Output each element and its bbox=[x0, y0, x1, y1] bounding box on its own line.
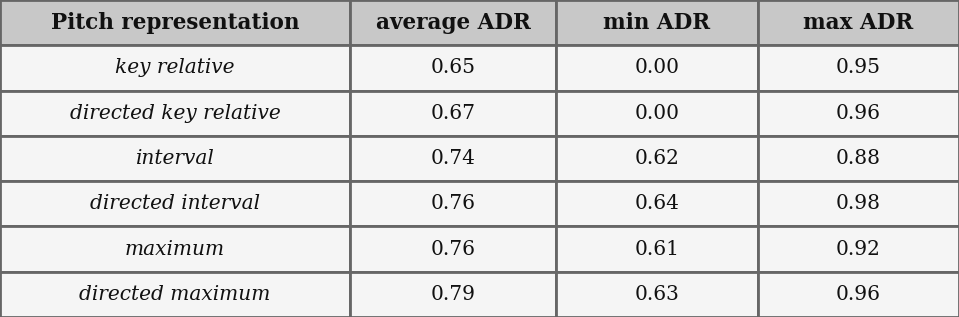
Text: 0.95: 0.95 bbox=[836, 58, 880, 77]
Bar bbox=[350, 226, 556, 272]
Bar bbox=[556, 0, 758, 45]
Text: directed maximum: directed maximum bbox=[80, 285, 270, 304]
Text: directed interval: directed interval bbox=[90, 194, 260, 213]
Bar bbox=[556, 136, 758, 181]
Bar bbox=[0, 226, 350, 272]
Bar bbox=[350, 0, 556, 45]
Bar bbox=[758, 226, 959, 272]
Bar bbox=[758, 136, 959, 181]
Bar bbox=[556, 226, 758, 272]
Bar bbox=[0, 0, 350, 45]
Text: 0.62: 0.62 bbox=[635, 149, 679, 168]
Text: 0.67: 0.67 bbox=[431, 104, 476, 123]
Text: 0.65: 0.65 bbox=[431, 58, 476, 77]
Text: 0.76: 0.76 bbox=[431, 240, 476, 259]
Text: 0.79: 0.79 bbox=[431, 285, 476, 304]
Bar bbox=[556, 272, 758, 317]
Text: 0.92: 0.92 bbox=[836, 240, 880, 259]
Text: maximum: maximum bbox=[125, 240, 225, 259]
Text: 0.96: 0.96 bbox=[836, 104, 880, 123]
Bar bbox=[0, 45, 350, 91]
Bar bbox=[0, 91, 350, 136]
Bar bbox=[758, 272, 959, 317]
Text: 0.98: 0.98 bbox=[836, 194, 880, 213]
Bar bbox=[350, 45, 556, 91]
Text: 0.76: 0.76 bbox=[431, 194, 476, 213]
Text: 0.74: 0.74 bbox=[431, 149, 476, 168]
Text: directed key relative: directed key relative bbox=[70, 104, 280, 123]
Bar bbox=[0, 181, 350, 226]
Bar bbox=[758, 181, 959, 226]
Bar bbox=[556, 181, 758, 226]
Text: 0.00: 0.00 bbox=[635, 104, 679, 123]
Bar bbox=[758, 0, 959, 45]
Text: max ADR: max ADR bbox=[804, 12, 913, 34]
Bar bbox=[0, 272, 350, 317]
Text: 0.88: 0.88 bbox=[836, 149, 880, 168]
Text: average ADR: average ADR bbox=[376, 12, 530, 34]
Text: key relative: key relative bbox=[115, 58, 235, 77]
Text: 0.61: 0.61 bbox=[635, 240, 679, 259]
Bar bbox=[350, 181, 556, 226]
Bar bbox=[350, 272, 556, 317]
Bar bbox=[350, 91, 556, 136]
Text: min ADR: min ADR bbox=[603, 12, 711, 34]
Text: 0.63: 0.63 bbox=[635, 285, 679, 304]
Bar bbox=[758, 91, 959, 136]
Text: Pitch representation: Pitch representation bbox=[51, 12, 299, 34]
Bar bbox=[0, 136, 350, 181]
Bar bbox=[556, 45, 758, 91]
Bar bbox=[350, 136, 556, 181]
Text: interval: interval bbox=[135, 149, 215, 168]
Text: 0.96: 0.96 bbox=[836, 285, 880, 304]
Bar bbox=[556, 91, 758, 136]
Bar bbox=[758, 45, 959, 91]
Text: 0.64: 0.64 bbox=[635, 194, 679, 213]
Text: 0.00: 0.00 bbox=[635, 58, 679, 77]
